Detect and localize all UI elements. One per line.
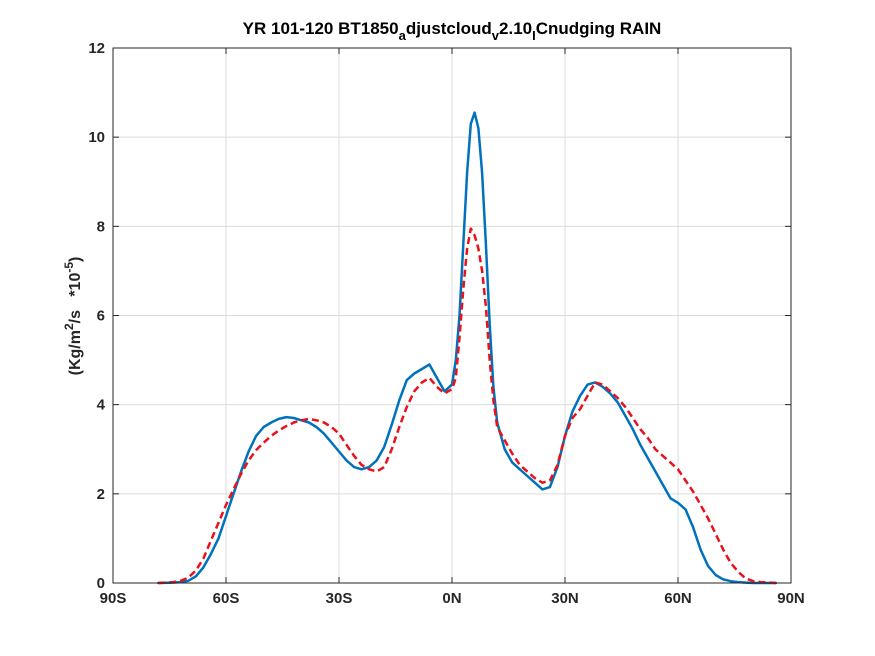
title-part-3: 2.10 [499, 19, 532, 38]
ylabel-part-3: ) [67, 257, 84, 262]
title-part-main: YR 101-120 BT1850 [243, 19, 399, 38]
ylabel-part-2: /s *10 [67, 273, 84, 324]
title-part-2: djustcloud [406, 19, 492, 38]
series-group [156, 111, 778, 585]
y-tick-label: 4 [97, 397, 106, 414]
y-tick-label: 10 [88, 129, 105, 146]
x-tick-label: 60S [213, 590, 240, 607]
y-tick-label: 6 [97, 308, 105, 325]
y-tick-label: 0 [97, 575, 105, 592]
title-part-sub-2: v [492, 28, 500, 43]
x-tick-label: 0N [442, 590, 461, 607]
x-tick-label: 90S [100, 590, 127, 607]
title-part-sub-3: I [532, 28, 536, 43]
ylabel-part-1: (Kg/m [67, 330, 84, 375]
x-tick-label: 30N [551, 590, 579, 607]
title-part-sub-1: a [399, 28, 407, 43]
x-tick-label: 90N [777, 590, 805, 607]
y-axis: 0 2 4 6 8 10 12 [88, 40, 791, 592]
chart-title: YR 101-120 BT1850adjustcloudv2.10ICnudgi… [243, 19, 662, 43]
ylabel-sup-2: -5 [62, 262, 76, 273]
title-part-4: Cnudging RAIN [536, 19, 662, 38]
y-tick-label: 2 [97, 486, 105, 503]
y-tick-label: 12 [88, 40, 105, 57]
grid [112, 47, 792, 584]
x-tick-label: 60N [664, 590, 692, 607]
y-tick-label: 8 [97, 218, 105, 235]
x-axis: 90S 60S 30S 0N 30N 60N 90N [100, 48, 805, 607]
series-line-2 [158, 227, 776, 585]
y-axis-label: (Kg/m2/s *10-5) [62, 257, 84, 376]
x-tick-label: 30S [326, 590, 353, 607]
ylabel-sup-1: 2 [62, 323, 76, 330]
series-line-1 [156, 111, 778, 585]
